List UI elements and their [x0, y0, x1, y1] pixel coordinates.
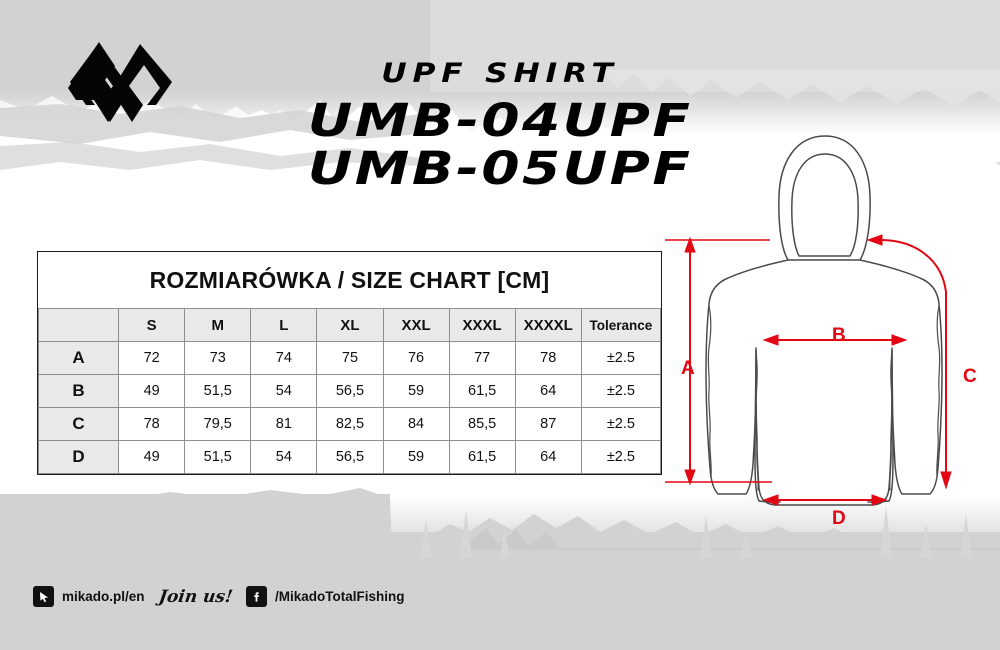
footer-bar: mikado.pl/en Join us! /MikadoTotalFishin… — [33, 586, 405, 607]
arrowhead-a-down — [684, 469, 696, 486]
cursor-icon[interactable] — [33, 586, 54, 607]
cell-a-xl: 75 — [316, 341, 384, 375]
column-header-s: S — [118, 308, 186, 342]
facebook-label[interactable]: /MikadoTotalFishing — [275, 589, 405, 604]
arrowhead-b-left — [762, 334, 779, 346]
cell-d-m: 51,5 — [184, 440, 252, 474]
row-label-a: A — [37, 341, 120, 375]
cell-c-m: 79,5 — [184, 407, 252, 441]
cell-c-xxxl: 85,5 — [448, 407, 516, 441]
size-chart-table: S M L XL XXL XXXL XXXXL Tolerance A 72 7… — [37, 308, 662, 474]
dim-line-c — [879, 239, 947, 478]
row-label-c: C — [37, 407, 120, 441]
measurement-label-d: D — [832, 508, 846, 529]
cell-c-s: 78 — [118, 407, 186, 441]
cell-b-tolerance: ±2.5 — [580, 374, 662, 408]
measurement-label-c: C — [963, 366, 977, 387]
model-code-1: UMB-04UPF — [307, 94, 693, 147]
arrowhead-c-start — [866, 234, 883, 246]
size-chart-panel: ROZMIARÓWKA / SIZE CHART [CM] S M L XL X… — [37, 251, 662, 475]
arrowhead-b-right — [891, 334, 908, 346]
hoodie-outline — [705, 135, 943, 506]
table-row: C 78 79,5 81 82,5 84 85,5 87 ±2.5 — [37, 407, 662, 441]
cell-b-xl: 56,5 — [316, 374, 384, 408]
model-code-2: UMB-05UPF — [307, 141, 693, 195]
cell-d-xxxxl: 64 — [514, 440, 582, 474]
cell-a-xxl: 76 — [382, 341, 450, 375]
cell-d-xxxl: 61,5 — [448, 440, 516, 474]
cell-a-m: 73 — [184, 341, 252, 375]
hoodie-measurement-diagram — [665, 135, 952, 506]
cell-a-xxxxl: 78 — [514, 341, 582, 375]
table-row: B 49 51,5 54 56,5 59 61,5 64 ±2.5 — [37, 374, 662, 408]
cell-b-l: 54 — [250, 374, 318, 408]
cell-d-s: 49 — [118, 440, 186, 474]
row-label-d: D — [37, 440, 120, 474]
background-bottom-splash — [0, 488, 1000, 550]
cell-b-xxxl: 61,5 — [448, 374, 516, 408]
table-header-row: S M L XL XXL XXXL XXXXL Tolerance — [37, 308, 662, 342]
cell-d-l: 54 — [250, 440, 318, 474]
cell-c-xxxxl: 87 — [514, 407, 582, 441]
product-subtitle: UPF SHIRT — [381, 58, 619, 89]
cell-d-tolerance: ±2.5 — [580, 440, 662, 474]
cell-d-xl: 56,5 — [316, 440, 384, 474]
cell-a-l: 74 — [250, 341, 318, 375]
measurement-label-a: A — [681, 358, 695, 379]
arrowhead-d-right — [871, 494, 888, 506]
join-us-label: Join us! — [157, 586, 234, 607]
chart-title: ROZMIARÓWKA / SIZE CHART [CM] — [38, 252, 661, 308]
column-header-tolerance: Tolerance — [580, 308, 662, 342]
facebook-glyph — [254, 592, 259, 602]
cell-c-l: 81 — [250, 407, 318, 441]
cell-c-tolerance: ±2.5 — [580, 407, 662, 441]
website-label[interactable]: mikado.pl/en — [62, 589, 145, 604]
measurement-arrows — [665, 234, 952, 506]
column-header-m: M — [184, 308, 252, 342]
facebook-icon[interactable] — [246, 586, 268, 607]
table-corner-cell — [37, 308, 120, 342]
header-titles: UPF SHIRT UMB-04UPF UMB-05UPF — [240, 60, 760, 193]
column-header-l: L — [250, 308, 318, 342]
arrowhead-a-up — [684, 236, 696, 253]
table-row: D 49 51,5 54 56,5 59 61,5 64 ±2.5 — [37, 440, 662, 474]
mikado-logo — [68, 42, 172, 122]
cell-a-xxxl: 77 — [448, 341, 516, 375]
column-header-xxxxl: XXXXL — [514, 308, 582, 342]
table-row: A 72 73 74 75 76 77 78 ±2.5 — [37, 341, 662, 375]
cell-d-xxl: 59 — [382, 440, 450, 474]
cell-a-s: 72 — [118, 341, 186, 375]
arrowhead-c-end — [940, 471, 952, 490]
cell-b-xxxxl: 64 — [514, 374, 582, 408]
column-header-xl: XL — [316, 308, 384, 342]
cursor-glyph — [39, 591, 48, 602]
column-header-xxxl: XXXL — [448, 308, 516, 342]
cell-c-xl: 82,5 — [316, 407, 384, 441]
cell-a-tolerance: ±2.5 — [580, 341, 662, 375]
row-label-b: B — [37, 374, 120, 408]
cell-c-xxl: 84 — [382, 407, 450, 441]
measurement-label-b: B — [832, 325, 846, 346]
column-header-xxl: XXL — [382, 308, 450, 342]
cell-b-s: 49 — [118, 374, 186, 408]
arrowhead-d-left — [762, 494, 779, 506]
cell-b-m: 51,5 — [184, 374, 252, 408]
cell-b-xxl: 59 — [382, 374, 450, 408]
